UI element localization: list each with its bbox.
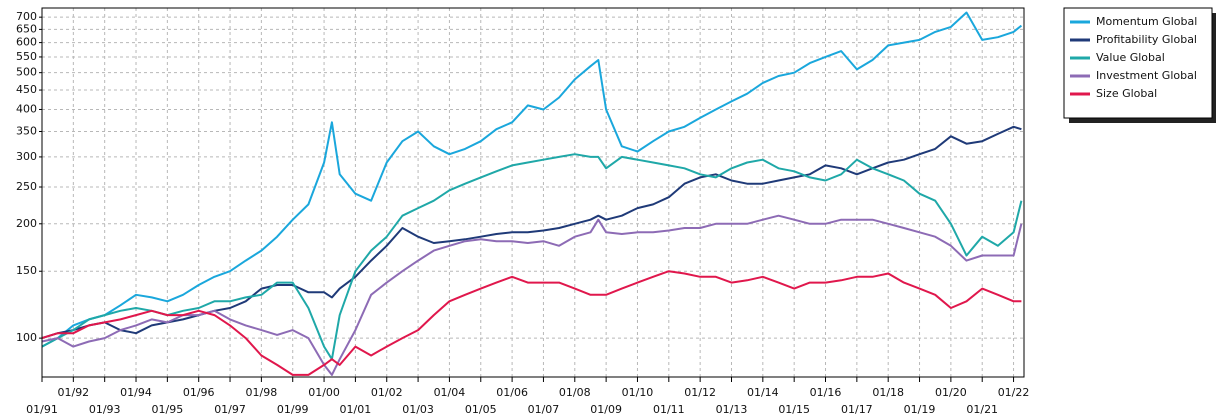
x-tick-label: 01/20 [935, 386, 967, 399]
x-tick-label: 01/14 [747, 386, 779, 399]
y-tick-label: 150 [16, 264, 37, 277]
plot-area [42, 8, 1024, 377]
series-line [41, 214, 1023, 376]
series-line [41, 153, 1023, 361]
x-tick-label: 01/00 [308, 386, 340, 399]
y-tick-label: 350 [16, 124, 37, 137]
x-tick-label: 01/09 [590, 403, 622, 416]
x-tick-label: 01/94 [120, 386, 152, 399]
y-tick-label: 300 [16, 150, 37, 163]
y-tick-label: 650 [16, 22, 37, 35]
y-tick-label: 700 [16, 10, 37, 23]
y-tick-label: 100 [16, 331, 37, 344]
x-tick-label: 01/01 [340, 403, 372, 416]
x-tick-label: 01/18 [872, 386, 904, 399]
x-tick-label: 01/12 [684, 386, 716, 399]
x-tick-label: 01/10 [622, 386, 654, 399]
x-tick-label: 01/04 [434, 386, 466, 399]
y-tick-label: 500 [16, 66, 37, 79]
y-tick-label: 550 [16, 50, 37, 63]
x-tick-label: 01/96 [183, 386, 215, 399]
x-tick-label: 01/97 [214, 403, 246, 416]
x-tick-label: 01/22 [998, 386, 1030, 399]
x-tick-label: 01/03 [402, 403, 434, 416]
legend-label: Size Global [1096, 87, 1157, 100]
x-tick-label: 01/05 [465, 403, 497, 416]
plot-frame [41, 7, 1025, 378]
x-tick-label: 01/07 [528, 403, 560, 416]
x-tick-label: 01/02 [371, 386, 403, 399]
y-tick-label: 600 [16, 36, 37, 49]
series-line [41, 270, 1022, 376]
legend-label: Momentum Global [1096, 15, 1197, 28]
x-tick-label: 01/95 [152, 403, 184, 416]
y-tick-label: 200 [16, 217, 37, 230]
x-tick-label: 01/91 [26, 403, 58, 416]
x-tick-label: 01/15 [778, 403, 810, 416]
x-tick-label: 01/92 [57, 386, 89, 399]
x-tick-label: 01/08 [559, 386, 591, 399]
x-tick-label: 01/98 [246, 386, 278, 399]
legend-label: Investment Global [1096, 69, 1197, 82]
legend-label: Profitability Global [1096, 33, 1197, 46]
x-tick-label: 01/21 [966, 403, 998, 416]
x-tick-label: 01/16 [810, 386, 842, 399]
y-tick-label: 250 [16, 180, 37, 193]
x-tick-label: 01/99 [277, 403, 309, 416]
y-tick-label: 450 [16, 83, 37, 96]
x-tick-label: 01/17 [841, 403, 873, 416]
x-tick-label: 01/19 [904, 403, 936, 416]
x-tick-label: 01/13 [716, 403, 748, 416]
x-tick-label: 01/93 [89, 403, 121, 416]
x-tick-label: 01/11 [653, 403, 685, 416]
legend-label: Value Global [1096, 51, 1165, 64]
series-line [41, 11, 1023, 348]
x-tick-label: 01/06 [496, 386, 528, 399]
y-tick-label: 400 [16, 102, 37, 115]
legend [1063, 7, 1213, 119]
